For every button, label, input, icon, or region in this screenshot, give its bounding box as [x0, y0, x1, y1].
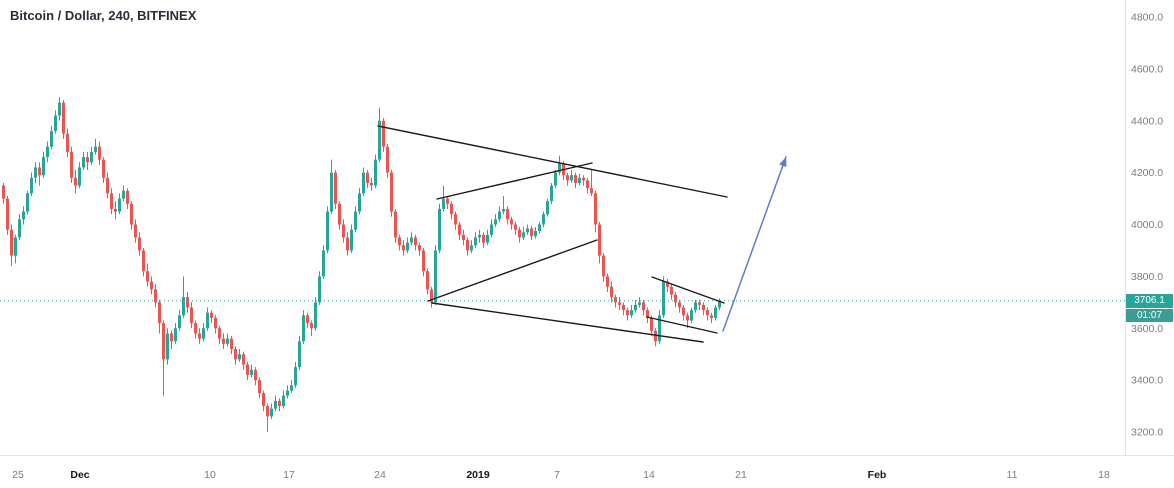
svg-text:Dec: Dec: [70, 469, 89, 481]
svg-text:21: 21: [735, 469, 747, 481]
svg-text:17: 17: [283, 469, 295, 481]
svg-text:3200.0: 3200.0: [1131, 427, 1163, 439]
svg-text:4200.0: 4200.0: [1131, 167, 1163, 179]
symbol-title[interactable]: Bitcoin / Dollar, 240, BITFINEX: [10, 8, 197, 23]
svg-text:25: 25: [12, 469, 24, 481]
svg-text:4000.0: 4000.0: [1131, 219, 1163, 231]
svg-text:4400.0: 4400.0: [1131, 115, 1163, 127]
last-price-badge: 3706.1: [1126, 294, 1173, 308]
svg-text:3800.0: 3800.0: [1131, 271, 1163, 283]
time-axis[interactable]: [0, 455, 1174, 488]
svg-text:4800.0: 4800.0: [1131, 12, 1163, 24]
bar-countdown-badge: 01:07: [1126, 309, 1173, 322]
svg-text:Feb: Feb: [868, 469, 887, 481]
svg-text:14: 14: [643, 469, 655, 481]
price-axis[interactable]: [1125, 0, 1174, 455]
svg-text:3400.0: 3400.0: [1131, 375, 1163, 387]
svg-text:11: 11: [1007, 469, 1018, 481]
svg-text:3600.0: 3600.0: [1131, 323, 1163, 335]
svg-text:24: 24: [374, 469, 386, 481]
svg-text:10: 10: [204, 469, 216, 481]
svg-text:18: 18: [1098, 469, 1110, 481]
svg-text:2019: 2019: [466, 469, 490, 481]
svg-text:7: 7: [554, 469, 560, 481]
svg-text:4600.0: 4600.0: [1131, 63, 1163, 75]
